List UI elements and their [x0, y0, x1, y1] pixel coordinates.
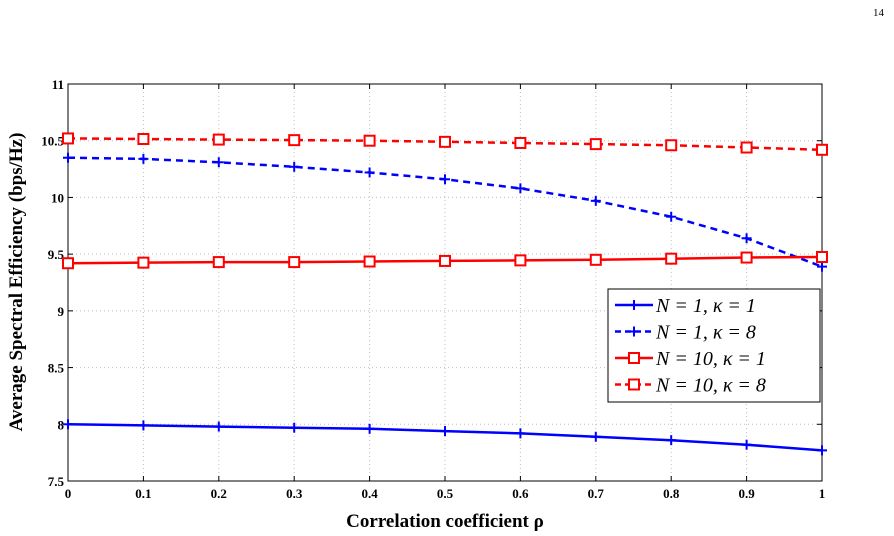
series-layer [62, 132, 828, 456]
legend-swatch-marker [629, 326, 639, 337]
data-point [138, 420, 149, 431]
data-point [589, 138, 602, 151]
legend-swatch-marker [628, 352, 640, 364]
data-point [212, 133, 225, 146]
y-axis-label: Average Spectral Efficiency (bps/Hz) [6, 133, 27, 432]
legend-swatch-marker [629, 300, 639, 310]
x-axis-label: Correlation coefficient ρ [346, 511, 544, 532]
x-tick-label: 1 [819, 486, 826, 501]
data-point [63, 419, 73, 430]
data-point [665, 139, 678, 152]
legend-label: N = 1, κ = 1 [655, 295, 756, 317]
data-point [590, 431, 601, 442]
y-tick-label: 7.5 [48, 474, 65, 489]
x-tick-label: 0.2 [211, 486, 227, 501]
data-point [289, 161, 300, 172]
data-point [740, 251, 753, 264]
data-point [364, 167, 375, 178]
legend-item: N = 1, κ = 8 [615, 322, 756, 344]
data-point [363, 134, 376, 147]
data-point [137, 256, 150, 269]
data-point [440, 174, 450, 185]
data-point [666, 211, 677, 222]
axis-ticks: 0 0.1 0.2 0.3 0.4 0.5 0.6 0.7 0.8 0.9 1 7.5 8 8.5 9 9.5… [41, 77, 825, 501]
y-tick-label: 10 [51, 190, 64, 205]
data-point [515, 183, 526, 194]
y-tick-label: 11 [52, 77, 64, 92]
x-tick-label: 0.1 [135, 486, 151, 501]
data-point [817, 445, 827, 456]
data-point [138, 153, 149, 164]
series-1 [63, 419, 827, 456]
data-point [212, 256, 225, 269]
x-tick-label: 0.5 [437, 486, 454, 501]
data-point [213, 157, 224, 168]
legend: N = 1, κ = 1 N = 1, κ = 8 N = 10, κ = 1 N =… [607, 288, 821, 403]
data-point [439, 135, 451, 148]
series-4 [62, 132, 828, 156]
series-2 [63, 152, 827, 272]
series-3 [62, 250, 828, 270]
data-point [439, 254, 451, 267]
legend-item: N = 10, κ = 1 [615, 348, 766, 370]
legend-item: N = 10, κ = 8 [615, 375, 766, 397]
data-point [62, 132, 74, 145]
x-tick-label: 0.6 [512, 486, 529, 501]
x-tick-label: 0.7 [588, 486, 605, 501]
x-tick-label: 0.4 [361, 486, 378, 501]
data-point [289, 422, 300, 433]
x-tick-label: 0.8 [663, 486, 680, 501]
data-point [62, 257, 74, 270]
legend-swatch-marker [628, 378, 640, 391]
data-point [63, 152, 73, 163]
data-point [590, 195, 601, 206]
data-point [741, 439, 752, 450]
x-tick-label: 0.9 [738, 486, 755, 501]
y-tick-label: 9 [58, 304, 65, 319]
data-point [288, 134, 301, 147]
data-point [740, 141, 753, 154]
data-point [665, 252, 678, 265]
legend-label: N = 1, κ = 8 [655, 322, 756, 344]
data-point [213, 421, 224, 432]
data-point [515, 428, 526, 439]
x-tick-label: 0 [65, 486, 72, 501]
data-point [137, 133, 150, 146]
legend-box [607, 288, 821, 403]
data-point [741, 233, 752, 244]
data-point [816, 250, 828, 263]
page-number: 14 [873, 7, 884, 19]
data-point [816, 143, 828, 156]
data-point [363, 255, 376, 268]
y-tick-label: 9.5 [48, 247, 65, 262]
y-tick-label: 10.5 [41, 134, 64, 149]
data-point [440, 426, 450, 437]
data-point [817, 261, 827, 272]
data-point [514, 254, 527, 267]
data-point [514, 136, 527, 149]
legend-label: N = 10, κ = 1 [655, 348, 766, 370]
y-tick-label: 8.5 [48, 361, 65, 376]
data-point [666, 435, 677, 446]
data-point [364, 423, 375, 434]
data-point [288, 256, 301, 269]
legend-label: N = 10, κ = 8 [655, 375, 766, 397]
y-tick-label: 8 [58, 417, 65, 432]
legend-item: N = 1, κ = 1 [615, 295, 756, 317]
data-point [589, 253, 602, 266]
x-tick-label: 0.3 [286, 486, 303, 501]
